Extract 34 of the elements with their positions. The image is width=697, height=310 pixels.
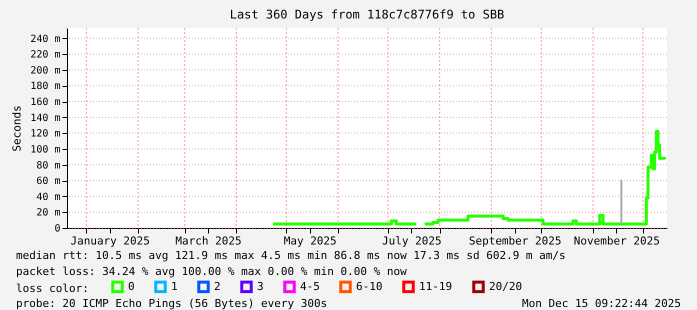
x-tick-label: July 2025 <box>382 234 442 248</box>
y-tick-label: 0 <box>54 224 60 234</box>
y-tick-label: 220 m <box>30 50 60 61</box>
text: probe: 20 ICMP Echo Pings (56 Bytes) every 300s <box>16 297 328 310</box>
text: median rtt: 10.5 ms avg 121.9 ms max 4.5 ms min 86.8 ms now 17.3 ms sd 602.9 m am/s <box>16 249 566 262</box>
y-tick-label: 200 m <box>30 65 60 76</box>
x-tick-label: September 2025 <box>468 234 562 248</box>
legend-label: 1 <box>171 280 178 293</box>
y-tick-label: 160 m <box>30 97 60 108</box>
y-tick-label: 80 m <box>36 160 60 172</box>
y-tick-label: 180 m <box>30 81 60 92</box>
text: packet loss: 34.24 % avg 100.00 % max 0.00 % min 0.00 % now <box>16 265 408 278</box>
legend-label: 0 <box>128 280 135 293</box>
legend-label: 11-19 <box>419 280 452 293</box>
y-axis-title: Seconds <box>10 105 24 152</box>
y-tick-label: 240 m <box>30 34 60 45</box>
legend-label: 6-10 <box>356 280 382 293</box>
y-tick-label: 60 m <box>36 176 60 188</box>
legend-label: 4-5 <box>300 280 320 293</box>
y-tick-label: 120 m <box>30 128 60 140</box>
legend-label: 3 <box>257 280 264 293</box>
y-tick-label: 140 m <box>30 112 60 124</box>
y-tick-label: 100 m <box>30 144 60 156</box>
legend-label: 2 <box>214 280 221 293</box>
x-tick-label: November 2025 <box>574 234 660 248</box>
x-tick-label: May 2025 <box>284 234 337 248</box>
text: Mon Dec 15 09:22:44 2025 <box>522 297 681 310</box>
chart-title: Last 360 Days from 118c7c8776f9 to SBB <box>230 8 504 22</box>
legend-label: 20/20 <box>489 280 522 293</box>
x-tick-label: March 2025 <box>175 234 242 248</box>
y-tick-label: 40 m <box>36 192 60 203</box>
y-tick-label: 20 m <box>36 208 60 219</box>
legend-title: loss color: <box>16 282 89 295</box>
x-tick-label: January 2025 <box>70 234 150 248</box>
